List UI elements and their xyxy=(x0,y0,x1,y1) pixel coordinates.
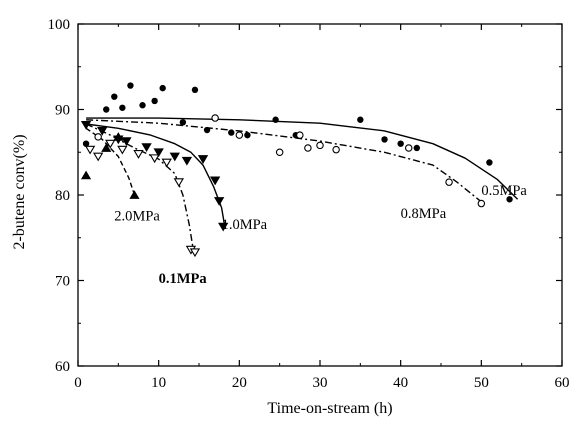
data-point-1.0MPa xyxy=(121,137,132,146)
data-point-0.8MPa xyxy=(404,144,413,152)
data-point-0.8MPa xyxy=(235,131,244,139)
x-tick-label: 0 xyxy=(74,375,82,391)
data-point-0.8MPa xyxy=(211,114,219,122)
data-point-0.5MPa xyxy=(397,140,404,147)
data-point-0.5MPa xyxy=(159,84,166,92)
annotation-1.0MPa: 1.0MPa xyxy=(222,217,268,233)
curve-0.5MPa xyxy=(86,117,519,200)
data-point-0.5MPa xyxy=(103,106,110,113)
data-point-0.8MPa xyxy=(477,199,486,208)
annotation-0.5MPa: 0.5MPa xyxy=(481,183,527,199)
data-point-1.0MPa xyxy=(169,152,180,162)
x-axis-label: Time-on-stream (h) xyxy=(267,400,392,417)
y-tick-label: 60 xyxy=(55,359,70,375)
data-point-1.0MPa xyxy=(80,120,92,130)
data-point-0.5MPa xyxy=(506,196,513,203)
data-point-0.8MPa xyxy=(94,133,102,141)
data-point-0.5MPa xyxy=(191,86,199,94)
data-point-1.0MPa xyxy=(218,222,229,232)
data-point-0.5MPa xyxy=(82,140,90,147)
data-point-0.8MPa xyxy=(275,148,284,157)
x-tick-label: 30 xyxy=(313,375,328,391)
data-point-0.8MPa xyxy=(316,141,324,150)
data-point-0.1MPa xyxy=(117,145,128,155)
y-tick-label: 90 xyxy=(55,103,70,119)
annotation-2.0MPa: 2.0MPa xyxy=(114,209,160,225)
curve-0.1MPa xyxy=(85,123,195,251)
data-point-0.1MPa xyxy=(93,152,104,162)
data-point-0.1MPa xyxy=(149,154,160,164)
data-point-0.1MPa xyxy=(105,139,116,149)
data-point-1.0MPa xyxy=(214,197,225,206)
series-points xyxy=(80,82,513,258)
curve-0.8MPa xyxy=(86,119,482,203)
data-point-1.0MPa xyxy=(141,143,152,152)
data-point-0.5MPa xyxy=(111,93,118,100)
data-point-0.8MPa xyxy=(445,178,453,186)
data-point-1.0MPa xyxy=(209,176,221,186)
data-point-1.0MPa xyxy=(97,126,108,136)
y-tick-label: 80 xyxy=(55,188,70,204)
data-point-0.8MPa xyxy=(304,144,312,152)
data-point-0.1MPa xyxy=(133,150,144,159)
y-axis-label: 2-butene conv(%) xyxy=(11,134,28,249)
data-point-0.1MPa xyxy=(173,178,184,188)
x-tick-label: 40 xyxy=(393,375,408,391)
data-point-0.5MPa xyxy=(357,116,364,123)
data-point-0.5MPa xyxy=(486,159,493,166)
x-tick-label: 60 xyxy=(555,375,570,391)
annotations: 2.0MPa 1.0MPa 0.1MPa 0.8MPa 0.5MPa xyxy=(114,183,527,287)
data-point-0.1MPa xyxy=(189,248,201,258)
data-point-0.1MPa xyxy=(84,145,96,155)
data-point-0.5MPa xyxy=(127,82,134,89)
annotation-0.1MPa: 0.1MPa xyxy=(159,271,208,287)
data-point-2.0MPa xyxy=(101,143,112,152)
data-point-0.8MPa xyxy=(332,145,340,154)
data-point-0.5MPa xyxy=(151,97,158,105)
x-tick-label: 10 xyxy=(151,375,166,391)
data-point-2.0MPa xyxy=(129,190,140,199)
data-point-0.5MPa xyxy=(413,144,420,152)
x-tick-label: 20 xyxy=(232,375,247,391)
data-point-1.0MPa xyxy=(197,155,209,164)
x-tick-label: 50 xyxy=(474,375,489,391)
data-point-0.5MPa xyxy=(272,116,279,123)
data-point-0.8MPa xyxy=(296,131,304,139)
annotation-0.8MPa: 0.8MPa xyxy=(401,206,447,222)
data-point-2.0MPa xyxy=(80,170,92,180)
data-point-1.0MPa xyxy=(181,156,193,166)
data-point-0.5MPa xyxy=(179,119,187,126)
axis-ticks: 0 10 20 30 40 50 60 60 70 80 90 100 xyxy=(48,17,570,391)
data-point-2.0MPa xyxy=(113,132,124,141)
data-point-0.5MPa xyxy=(119,104,126,111)
data-point-0.1MPa xyxy=(161,158,172,168)
series-curves xyxy=(85,117,519,251)
data-point-0.5MPa xyxy=(381,136,388,143)
y-tick-label: 70 xyxy=(55,274,70,290)
data-point-0.5MPa xyxy=(203,126,211,134)
data-point-0.5MPa xyxy=(228,129,235,136)
data-point-0.5MPa xyxy=(139,102,146,109)
curve-2.0MPa xyxy=(85,127,136,196)
data-point-1.0MPa xyxy=(153,148,164,158)
y-tick-label: 100 xyxy=(48,17,71,33)
data-point-0.5MPa xyxy=(244,131,251,139)
